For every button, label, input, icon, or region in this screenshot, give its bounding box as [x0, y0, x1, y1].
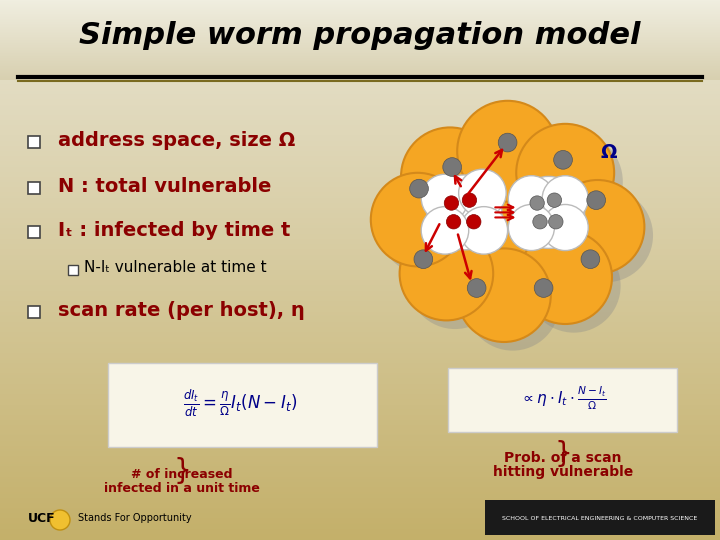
Circle shape	[587, 191, 606, 210]
Circle shape	[457, 248, 551, 342]
Circle shape	[542, 176, 588, 222]
Text: Iₜ : infected by time t: Iₜ : infected by time t	[58, 220, 290, 240]
Circle shape	[554, 151, 572, 169]
FancyBboxPatch shape	[28, 306, 40, 318]
Text: N-Iₜ vulnerable at time t: N-Iₜ vulnerable at time t	[84, 260, 266, 275]
Circle shape	[549, 214, 563, 229]
Circle shape	[498, 133, 517, 152]
Text: Prob. of a scan: Prob. of a scan	[504, 451, 622, 465]
Text: $\propto \eta \cdot I_t \cdot \frac{N-I_t}{\Omega}$: $\propto \eta \cdot I_t \cdot \frac{N-I_…	[520, 384, 606, 411]
Text: address space, size Ω: address space, size Ω	[58, 131, 295, 150]
FancyBboxPatch shape	[485, 500, 715, 535]
Text: # of increased: # of increased	[131, 468, 233, 481]
FancyBboxPatch shape	[108, 363, 377, 447]
Circle shape	[467, 279, 486, 298]
Text: hitting vulnerable: hitting vulnerable	[493, 465, 633, 479]
Circle shape	[427, 175, 502, 250]
Circle shape	[516, 124, 614, 222]
Circle shape	[460, 207, 508, 254]
Circle shape	[401, 127, 499, 225]
Circle shape	[527, 239, 621, 333]
Circle shape	[508, 205, 554, 251]
Circle shape	[50, 510, 70, 530]
Circle shape	[428, 129, 612, 313]
Text: Ω: Ω	[600, 143, 616, 162]
Circle shape	[459, 169, 506, 217]
FancyBboxPatch shape	[28, 182, 40, 194]
Text: $\frac{dI_t}{dt} = \frac{\eta}{\Omega}I_t(N - I_t)$: $\frac{dI_t}{dt} = \frac{\eta}{\Omega}I_…	[183, 387, 297, 419]
Circle shape	[466, 110, 567, 210]
Circle shape	[525, 132, 623, 231]
FancyBboxPatch shape	[28, 226, 40, 238]
Circle shape	[547, 193, 562, 207]
Circle shape	[518, 231, 612, 324]
Circle shape	[444, 196, 459, 210]
Circle shape	[443, 158, 462, 177]
Circle shape	[581, 250, 600, 268]
Circle shape	[551, 180, 644, 274]
Text: }: }	[554, 440, 572, 468]
FancyBboxPatch shape	[68, 265, 78, 275]
Text: infected in a unit time: infected in a unit time	[104, 482, 260, 495]
Circle shape	[533, 214, 547, 229]
Circle shape	[508, 176, 554, 222]
FancyBboxPatch shape	[448, 368, 677, 432]
Text: N : total vulnerable: N : total vulnerable	[58, 177, 271, 195]
Circle shape	[513, 177, 585, 248]
Circle shape	[371, 173, 464, 266]
Circle shape	[530, 196, 544, 210]
Circle shape	[410, 179, 428, 198]
Circle shape	[379, 181, 473, 275]
Circle shape	[408, 235, 502, 329]
Circle shape	[419, 120, 603, 305]
Circle shape	[534, 279, 553, 298]
Circle shape	[462, 193, 477, 207]
Circle shape	[400, 227, 493, 320]
Circle shape	[457, 101, 558, 201]
Circle shape	[467, 214, 481, 229]
Text: UCF: UCF	[28, 511, 55, 524]
Text: SCHOOL OF ELECTRICAL ENGINEERING & COMPUTER SCIENCE: SCHOOL OF ELECTRICAL ENGINEERING & COMPU…	[503, 516, 698, 521]
Circle shape	[421, 174, 469, 222]
Circle shape	[466, 257, 559, 350]
Circle shape	[421, 207, 469, 254]
FancyBboxPatch shape	[28, 136, 40, 148]
Circle shape	[542, 205, 588, 251]
Circle shape	[410, 136, 508, 234]
Circle shape	[559, 188, 653, 282]
Circle shape	[446, 214, 461, 229]
Text: scan rate (per host), η: scan rate (per host), η	[58, 300, 305, 320]
Text: }: }	[173, 457, 191, 485]
Text: Stands For Opportunity: Stands For Opportunity	[78, 513, 192, 523]
Text: Simple worm propagation model: Simple worm propagation model	[79, 21, 641, 50]
Circle shape	[414, 250, 433, 268]
